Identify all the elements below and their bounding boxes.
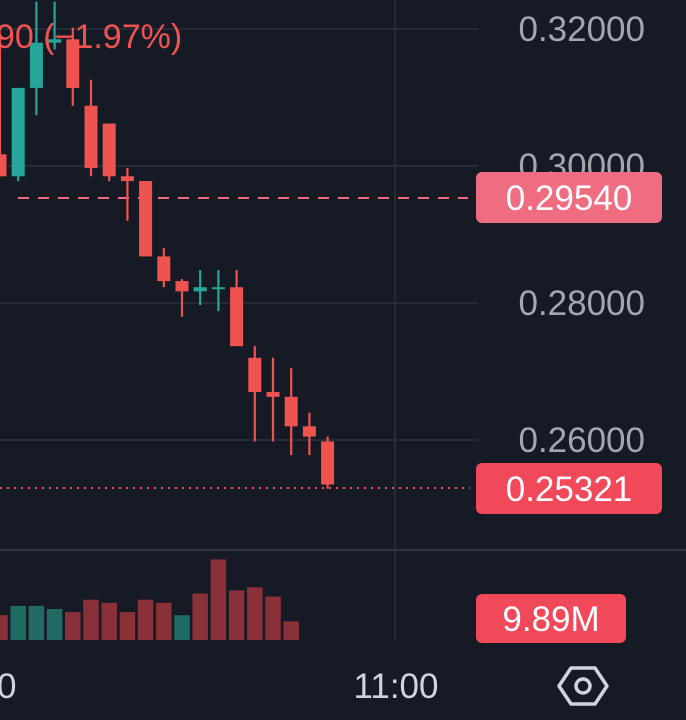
candle-body bbox=[66, 39, 80, 88]
candle-body bbox=[120, 176, 134, 182]
candle bbox=[102, 123, 116, 182]
candle-body bbox=[211, 287, 225, 290]
candle-body bbox=[48, 39, 62, 43]
reference-price-label: 0.29540 bbox=[476, 172, 662, 223]
candle-body bbox=[248, 357, 262, 393]
last-price-value: 0.25321 bbox=[506, 470, 633, 509]
candle-body bbox=[230, 287, 244, 347]
volume-bar bbox=[10, 605, 26, 640]
volume-bar bbox=[228, 590, 245, 640]
candle-body bbox=[139, 181, 153, 257]
volume-bar bbox=[46, 609, 63, 640]
volume-value: 9.89M bbox=[502, 600, 599, 639]
candle bbox=[211, 270, 225, 312]
volume-bar bbox=[265, 596, 281, 640]
candle-body bbox=[102, 123, 116, 177]
volume-bar bbox=[174, 615, 190, 640]
candle-body bbox=[302, 426, 316, 437]
reference-price-value: 0.29540 bbox=[506, 179, 633, 218]
candle bbox=[139, 181, 153, 257]
volume-bar bbox=[210, 559, 227, 640]
candle bbox=[321, 436, 335, 489]
candle bbox=[248, 346, 262, 442]
candle bbox=[84, 79, 98, 177]
candles bbox=[0, 1, 335, 489]
candle bbox=[66, 27, 80, 106]
volume-bar bbox=[28, 605, 45, 640]
candle bbox=[0, 33, 7, 177]
candle bbox=[266, 357, 280, 442]
time-axis[interactable]: 0 11:00 bbox=[0, 667, 439, 706]
volume-bar bbox=[283, 621, 299, 640]
candle-body bbox=[193, 287, 207, 292]
volume-bar bbox=[0, 615, 8, 640]
volume-bar bbox=[247, 587, 263, 640]
candle bbox=[284, 368, 298, 456]
time-label: 11:00 bbox=[354, 667, 439, 706]
candle-body bbox=[321, 441, 335, 485]
volume-bar bbox=[101, 602, 117, 640]
volume-bars bbox=[0, 559, 299, 640]
candle bbox=[230, 270, 244, 347]
price-tick: 0.26000 bbox=[518, 421, 645, 460]
candle bbox=[193, 270, 207, 306]
candle bbox=[120, 168, 134, 221]
candle-body bbox=[0, 154, 7, 177]
candle bbox=[302, 412, 316, 456]
volume-bar bbox=[137, 599, 154, 640]
time-label: 0 bbox=[0, 667, 16, 706]
volume-bar bbox=[83, 599, 99, 640]
volume-label: 9.89M bbox=[476, 594, 626, 643]
price-tick: 0.28000 bbox=[518, 284, 645, 323]
candle-body bbox=[11, 87, 25, 177]
candle bbox=[175, 279, 189, 317]
candle-body bbox=[157, 256, 171, 282]
candle bbox=[48, 1, 62, 50]
candle bbox=[29, 1, 43, 116]
volume-bar bbox=[65, 612, 81, 640]
price-axis[interactable]: 0.32000 0.30000 0.28000 0.26000 bbox=[518, 10, 645, 460]
candle-body bbox=[29, 42, 43, 88]
volume-bar bbox=[192, 593, 208, 640]
price-change-text: 90 (−1.97%) bbox=[0, 18, 182, 56]
candle-body bbox=[84, 105, 98, 169]
candle-body bbox=[284, 396, 298, 427]
last-price-label: 0.25321 bbox=[476, 463, 662, 514]
candle-body bbox=[266, 392, 280, 397]
hexagon-gear-icon[interactable] bbox=[557, 666, 609, 706]
price-tick: 0.32000 bbox=[518, 10, 645, 49]
candle-body bbox=[175, 281, 189, 292]
volume-bar bbox=[119, 612, 136, 640]
candle bbox=[157, 248, 171, 288]
volume-bar bbox=[156, 602, 172, 640]
candle bbox=[11, 87, 25, 182]
